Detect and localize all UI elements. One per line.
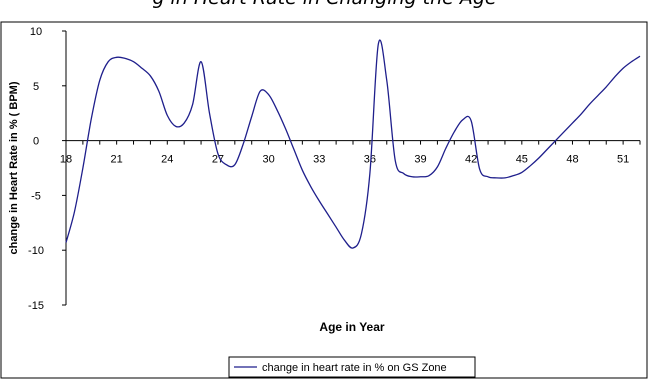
chart-area-border <box>0 21 648 379</box>
legend-label: change in heart rate in % on GS Zone <box>262 362 447 374</box>
x-tick-label: 48 <box>566 154 578 166</box>
x-tick-label: 18 <box>60 154 72 166</box>
y-tick-label: 10 <box>30 26 42 38</box>
x-tick-label: 33 <box>313 154 325 166</box>
x-tick-label: 51 <box>617 154 629 166</box>
series-line <box>65 39 641 249</box>
legend-box <box>228 356 476 378</box>
x-tick-label: 45 <box>516 154 528 166</box>
y-tick-group: 10 5 0 -5 -10 -15 <box>28 26 66 312</box>
x-tick-label: 21 <box>111 154 123 166</box>
x-tick-label: 30 <box>262 154 274 166</box>
legend: change in heart rate in % on GS Zone <box>228 356 476 378</box>
y-axis-label: change in Heart Rate in % ( BPM) <box>8 81 20 254</box>
x-tick-label: 27 <box>212 154 224 166</box>
y-tick-label: -5 <box>31 190 41 202</box>
x-tick-label: 42 <box>465 154 477 166</box>
x-tick-label: 36 <box>364 154 376 166</box>
x-axis-label: Age in Year <box>319 320 384 334</box>
chart-title: g in Heart Rate in Changing the Age <box>0 0 649 9</box>
y-tick-label: -10 <box>28 245 44 257</box>
y-tick-label: 0 <box>33 136 39 148</box>
x-tick-label: 39 <box>414 154 426 166</box>
x-tick-label: 24 <box>161 154 173 166</box>
y-tick-label: 5 <box>33 81 39 93</box>
y-tick-label: -15 <box>28 300 44 312</box>
x-tick-group: 18 21 24 27 30 33 36 39 42 45 48 51 <box>60 140 641 166</box>
